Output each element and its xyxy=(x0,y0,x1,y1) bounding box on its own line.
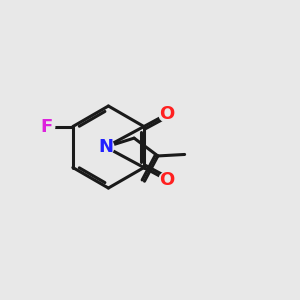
Circle shape xyxy=(159,172,175,188)
Circle shape xyxy=(39,118,55,134)
Text: F: F xyxy=(40,118,53,136)
Text: O: O xyxy=(159,105,175,123)
Text: O: O xyxy=(159,171,175,189)
Circle shape xyxy=(98,139,114,155)
Text: N: N xyxy=(98,138,113,156)
Circle shape xyxy=(159,106,175,122)
